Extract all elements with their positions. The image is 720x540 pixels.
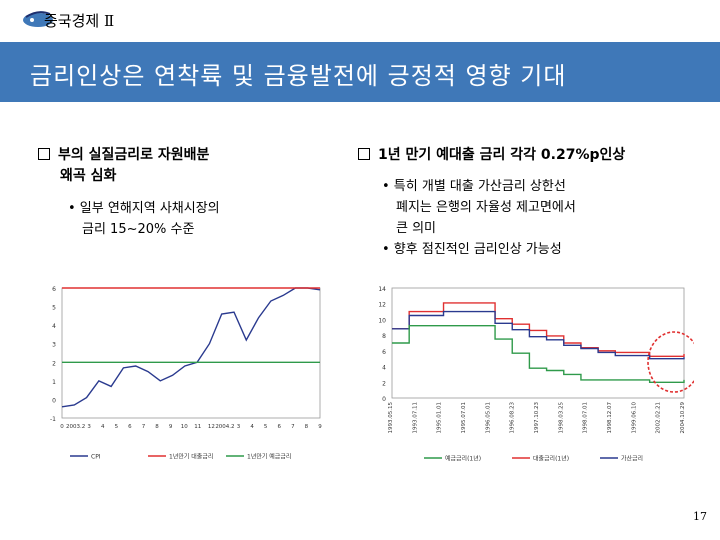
x-tick-label: 3 [237,424,241,430]
x-tick-label: 0 [60,424,64,430]
series-line [392,302,685,358]
y-tick-label: 12 [378,302,386,309]
x-tick-label: 1999.06.10 [631,402,637,434]
left-heading-line2: 왜곡 심화 [60,168,117,184]
x-tick-label: 1996.08.23 [510,402,516,434]
legend-label: 예금금리(1년) [445,455,481,463]
y-tick-label: 2 [382,380,386,387]
left-heading-line1: 부의 실질금리로 자원배분 [58,147,210,163]
x-tick-label: 1997.10.23 [534,402,540,434]
y-tick-label: 6 [382,349,386,356]
title-bar: 금리인상은 연착륙 및 금융발전에 긍정적 영향 기대 [0,42,720,102]
x-tick-label: 1995.01.01 [437,402,443,434]
checkbox-bullet-icon [358,148,370,160]
series-line [392,325,685,383]
legend-label: 1년만기 예금금리 [247,453,291,461]
slide-title: 금리인상은 연착륙 및 금융발전에 긍정적 영향 기대 [30,62,567,90]
y-tick-label: 8 [382,333,386,340]
x-tick-label: 12 [208,424,215,430]
y-tick-label: 14 [378,286,386,293]
right-heading-text: 1년 만기 예대출 금리 각각 0.27%p인상 [378,147,626,163]
legend-label: CPI [91,454,101,461]
y-tick-label: 6 [52,286,56,293]
x-tick-label: 1996.05.01 [485,402,491,434]
x-tick-label: 11 [194,424,201,430]
y-tick-label: 0 [52,397,56,404]
y-tick-label: 4 [382,365,386,372]
x-tick-label: 6 [128,424,132,430]
plot-frame [61,287,321,419]
x-tick-label: 1993.05.15 [388,402,394,434]
right-sub1-line2: 폐지는 은행의 자율성 제고면에서 [396,200,576,215]
x-tick-label: 4 [101,424,105,430]
right-sub1-line1: • 특히 개별 대출 가산금리 상한선 [382,179,566,194]
x-tick-label: 1998.03.25 [558,402,564,434]
y-tick-label: 4 [52,323,56,330]
right-sub1-line3: 큰 의미 [396,221,437,236]
x-tick-label: 4 [250,424,254,430]
x-tick-label: 10 [181,424,188,430]
series-line [61,287,321,408]
left-sub: • 일부 연해지역 사채시장의 금리 15~20% 수준 [68,198,220,240]
page-number: 17 [693,510,707,523]
x-tick-label: 9 [318,424,322,430]
right-sub: • 특히 개별 대출 가산금리 상한선 폐지는 은행의 자율성 제고면에서 큰 … [382,176,576,260]
legend-label: 대출금리(1년) [533,455,569,463]
y-tick-label: 1 [52,379,56,386]
x-tick-label: 5 [264,424,268,430]
x-tick-label: 8 [155,424,159,430]
x-tick-label: 2004.2 [215,424,234,430]
legend-label: 가산금리 [621,455,643,463]
y-tick-label: 2 [52,360,56,367]
series-line [392,310,685,360]
y-tick-label: -1 [50,416,56,423]
checkbox-bullet-icon [38,148,50,160]
x-tick-label: 7 [142,424,146,430]
x-tick-label: 1998.07.01 [583,402,589,434]
x-tick-label: 3 [87,424,91,430]
x-tick-label: 6 [278,424,282,430]
y-tick-label: 3 [52,342,56,349]
y-tick-label: 5 [52,305,56,312]
logo-icon [23,11,53,27]
x-tick-label: 2003.2 [66,424,85,430]
x-tick-label: 1993.07.11 [412,402,418,434]
header-title: 중국경제 Ⅱ [44,12,115,30]
x-tick-label: 7 [291,424,295,430]
x-tick-label: 5 [115,424,119,430]
x-tick-label: 1998.12.07 [607,402,613,434]
left-sub-line2: 금리 15~20% 수준 [82,222,195,237]
left-sub-line1: • 일부 연해지역 사채시장의 [68,201,220,216]
left-heading: 부의 실질금리로 자원배분 왜곡 심화 [38,145,209,187]
right-sub2: • 향후 점진적인 금리인상 가능성 [382,242,562,257]
x-tick-label: 1995.07.01 [461,402,467,434]
x-tick-label: 8 [305,424,309,430]
highlight-circle [647,331,694,393]
y-tick-label: 0 [382,396,386,403]
x-tick-label: 2004.10.29 [680,402,686,434]
plot-frame [391,287,685,399]
y-tick-label: 10 [378,317,386,324]
x-tick-label: 9 [169,424,173,430]
x-tick-label: 2002.02.21 [656,402,662,434]
right-heading: 1년 만기 예대출 금리 각각 0.27%p인상 [358,145,625,166]
legend-label: 1년만기 대출금리 [169,453,213,461]
